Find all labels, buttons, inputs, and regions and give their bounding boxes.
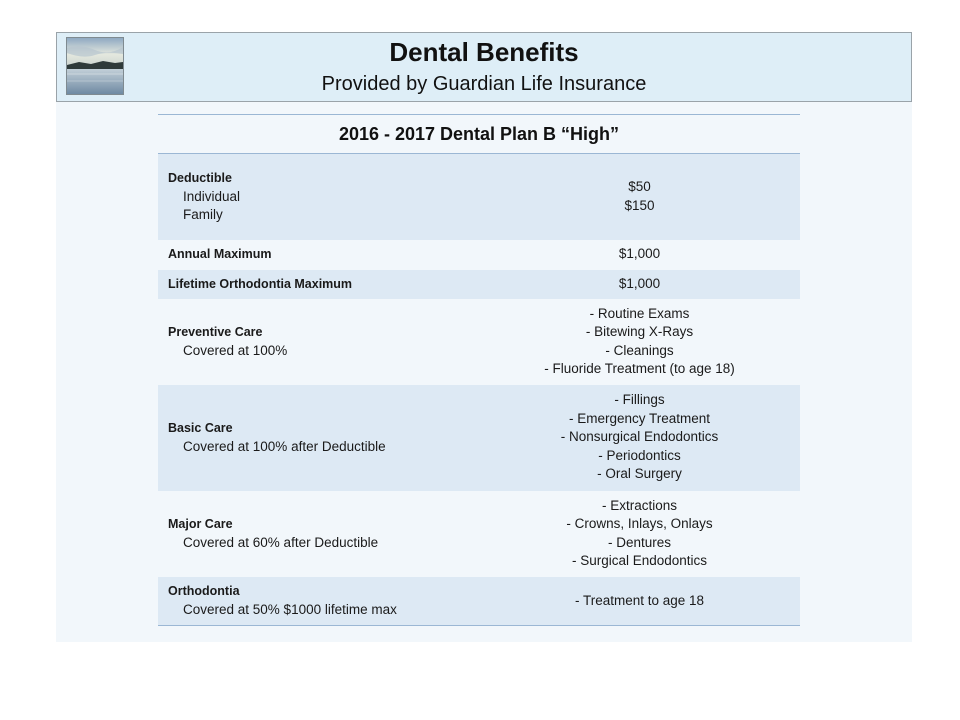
row-sublabel: Family: [183, 207, 223, 222]
row-value: - Nonsurgical Endodontics: [560, 429, 719, 445]
row-sublabel: Covered at 100%: [183, 342, 288, 358]
page-subtitle: Provided by Guardian Life Insurance: [321, 73, 647, 95]
row-value: - Fluoride Treatment (to age 18): [544, 361, 735, 376]
row-label-cell: Lifetime Orthodontia Maximum: [158, 269, 479, 299]
row-label-cell: Orthodontia Covered at 50% $1000 lifetim…: [158, 576, 479, 626]
row-label-cell: Annual Maximum: [158, 239, 479, 270]
landscape-photo-icon: [66, 37, 124, 95]
row-value: - Periodontics: [598, 447, 681, 463]
table-heading: 2016 - 2017 Dental Plan B “High”: [158, 114, 800, 154]
row-value: $1,000: [618, 275, 661, 291]
row-value: - Routine Exams: [589, 305, 690, 321]
row-value: - Fillings: [614, 392, 665, 408]
row-value: $1,000: [618, 246, 661, 262]
row-label: Annual Maximum: [168, 247, 272, 262]
row-label-cell: Basic Care Covered at 100% after Deducti…: [158, 384, 479, 491]
row-value: - Cleanings: [605, 342, 674, 358]
row-value: $50: [628, 179, 651, 195]
row-value: - Bitewing X-Rays: [585, 324, 694, 339]
row-value: - Crowns, Inlays, Onlays: [566, 516, 713, 531]
header-banner: Dental Benefits Provided by Guardian Lif…: [56, 32, 912, 102]
dental-plan-table: 2016 - 2017 Dental Plan B “High” Deducti…: [158, 114, 800, 626]
row-value-cell: - Treatment to age 18: [479, 576, 800, 626]
table-row-orthodontia: Orthodontia Covered at 50% $1000 lifetim…: [158, 576, 800, 626]
row-sublabel: Individual: [183, 188, 241, 204]
row-value: - Surgical Endodontics: [571, 553, 708, 568]
row-label-cell: Deductible Individual Family: [158, 153, 479, 240]
page-title: Dental Benefits: [389, 37, 579, 67]
row-label: Orthodontia: [168, 584, 240, 599]
row-value-cell: $50 $150: [479, 153, 800, 240]
table-row-deductible: Deductible Individual Family $50 $150: [158, 153, 800, 240]
table-row-annual-maximum: Annual Maximum $1,000: [158, 239, 800, 270]
table-row-major-care: Major Care Covered at 60% after Deductib…: [158, 490, 800, 577]
row-sublabel: Covered at 100% after Deductible: [183, 438, 386, 454]
row-label: Deductible: [168, 171, 232, 185]
row-value-cell: - Routine Exams - Bitewing X-Rays - Clea…: [479, 298, 800, 385]
row-sublabel: Covered at 50% $1000 lifetime max: [183, 601, 397, 617]
row-label: Basic Care: [168, 421, 233, 435]
row-sublabel: Covered at 60% after Deductible: [183, 534, 379, 550]
row-value-cell: $1,000: [479, 239, 800, 270]
row-value: $150: [624, 197, 655, 213]
row-value: - Oral Surgery: [597, 466, 682, 482]
row-value: - Dentures: [607, 534, 672, 550]
row-label: Major Care: [168, 517, 233, 531]
row-label: Preventive Care: [168, 325, 263, 339]
row-label-cell: Major Care Covered at 60% after Deductib…: [158, 490, 479, 577]
table-row-preventive-care: Preventive Care Covered at 100% - Routin…: [158, 298, 800, 385]
row-value: - Extractions: [601, 497, 678, 513]
row-value: - Emergency Treatment: [568, 410, 711, 426]
row-value-cell: - Extractions - Crowns, Inlays, Onlays -…: [479, 490, 800, 577]
row-value-cell: $1,000: [479, 269, 800, 299]
table-row-basic-care: Basic Care Covered at 100% after Deducti…: [158, 384, 800, 491]
table-row-lifetime-ortho-maximum: Lifetime Orthodontia Maximum $1,000: [158, 269, 800, 299]
row-label: Lifetime Orthodontia Maximum: [168, 276, 353, 291]
row-label-cell: Preventive Care Covered at 100%: [158, 298, 479, 385]
row-value-cell: - Fillings - Emergency Treatment - Nonsu…: [479, 384, 800, 491]
row-value: - Treatment to age 18: [574, 592, 705, 608]
